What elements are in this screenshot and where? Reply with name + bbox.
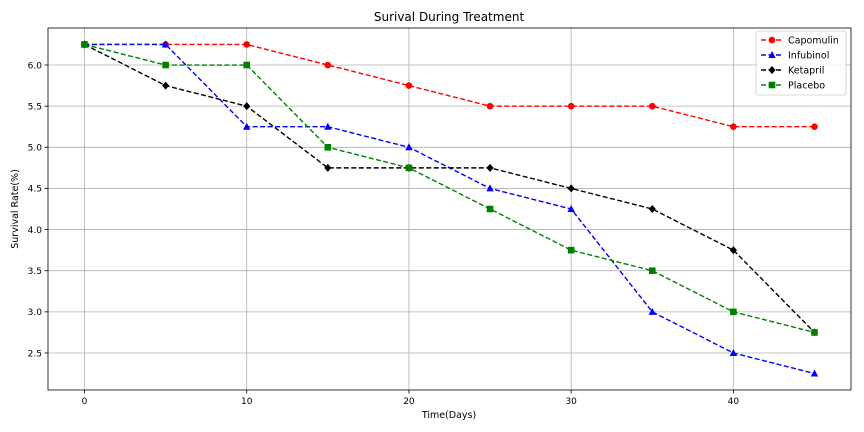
data-point-infubinol [405,143,413,151]
y-tick-label: 5.0 [28,144,43,154]
data-point-placebo [567,246,575,254]
x-tick-label: 40 [728,397,740,407]
data-point-capomulin [405,82,413,89]
plot-frame [47,27,852,391]
legend: Capomulin Infubinol Ketapril Placebo [755,30,847,96]
data-point-capomulin [567,102,575,110]
x-tick-label: 30 [565,397,577,407]
y-tick-label: 6.0 [28,61,43,71]
data-point-infubinol [810,369,819,377]
series-infubinol [80,40,819,377]
chart-title: Surival During Treatment [374,10,525,24]
grid-lines [48,28,851,390]
y-tick-label: 4.5 [28,185,42,195]
data-point-ketapril [729,246,737,255]
series-placebo [81,41,818,336]
data-point-capomulin [648,102,656,110]
data-point-ketapril [243,102,251,111]
data-point-placebo [324,143,332,151]
data-point-capomulin [730,123,737,131]
data-point-infubinol [648,307,656,315]
data-point-placebo [243,61,251,69]
data-point-capomulin [811,123,818,131]
data-point-infubinol [324,122,332,130]
data-point-capomulin [324,61,332,69]
legend-item-placebo: Placebo [761,80,825,91]
data-point-ketapril [324,163,332,172]
legend-marker-placebo [768,81,776,89]
data-point-placebo [405,164,413,172]
x-axis-label: Time(Days) [421,410,476,421]
series-line-capomulin [84,43,815,128]
x-tick-label: 20 [403,397,415,407]
data-point-infubinol [243,122,251,130]
legend-marker-capomulin [768,36,776,44]
x-tick-label: 0 [82,397,88,407]
series-line-infubinol [84,43,815,375]
legend-label-infubinol: Infubinol [788,50,829,61]
y-tick-label: 3.5 [28,267,42,277]
legend-label-capomulin: Capomulin [788,35,839,46]
legend-item-capomulin: Capomulin [761,35,839,46]
y-tick-label: 2.5 [28,349,42,359]
data-point-placebo [730,308,737,316]
data-point-placebo [486,205,494,213]
series-capomulin [81,41,818,131]
data-point-infubinol [161,40,170,48]
x-tick-label: 10 [241,397,253,407]
legend-label-placebo: Placebo [788,80,825,91]
legend-marker-ketapril [768,66,776,74]
series-line-ketapril [84,43,815,333]
y-tick-label: 3.0 [28,308,43,318]
data-point-placebo [811,329,818,336]
legend-item-infubinol: Infubinol [761,50,829,61]
legend-item-ketapril: Ketapril [761,65,824,76]
data-point-ketapril [648,205,656,213]
y-axis: 2.5 3.0 3.5 4.0 4.5 5.0 5.5 6.0 [28,61,48,359]
legend-label-ketapril: Ketapril [788,65,824,76]
data-point-placebo [162,61,169,69]
series-line-placebo [84,43,815,334]
legend-box [755,30,847,96]
data-point-ketapril [567,184,575,193]
data-point-infubinol [567,205,575,212]
data-point-placebo [648,267,656,275]
y-tick-label: 5.5 [28,102,42,112]
legend-marker-infubinol [768,51,776,58]
data-point-infubinol [729,348,738,356]
data-point-ketapril [486,163,494,172]
y-axis-label: Survival Rate(%) [10,169,21,249]
data-point-capomulin [243,41,251,48]
data-point-placebo [81,41,88,48]
x-axis: 0 10 20 30 40 [82,390,740,407]
data-point-ketapril [162,81,170,90]
data-point-infubinol [486,184,494,192]
y-tick-label: 4.0 [28,226,43,236]
data-point-capomulin [486,102,494,110]
series-group [80,40,819,377]
